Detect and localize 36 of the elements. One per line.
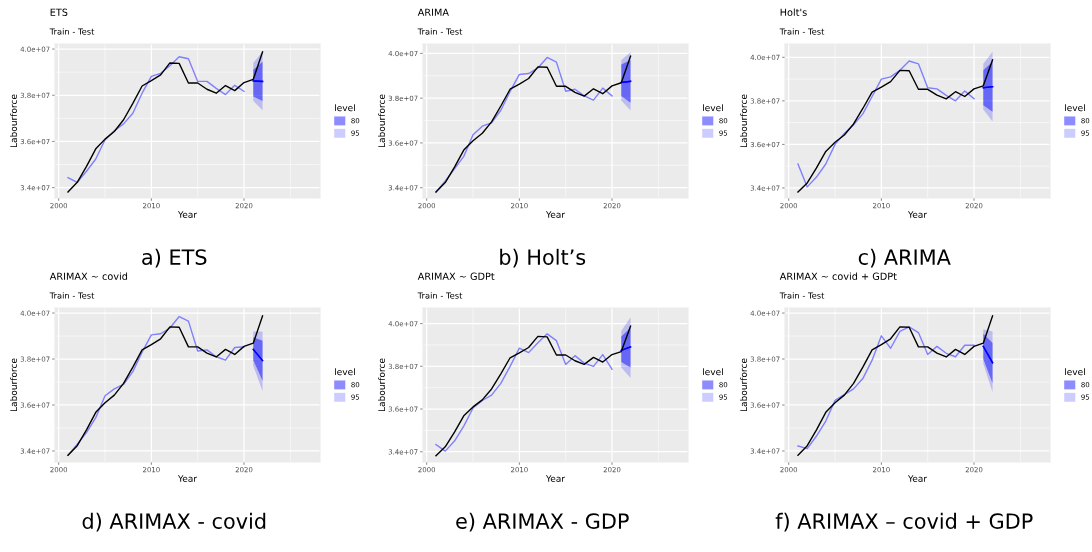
legend-title: level	[335, 368, 355, 376]
x-axis-title: Year	[545, 475, 566, 482]
legend-title: level	[335, 104, 355, 112]
chart-title: ARIMAX ~ covid + GDPt	[779, 272, 897, 280]
text: e) ARIMAX - GDP	[456, 512, 629, 532]
text: c) ARIMA	[858, 248, 951, 268]
legend-title: level	[703, 368, 723, 376]
y-axis-title: Labourforce	[10, 358, 18, 412]
y-axis-title: Labourforce	[10, 94, 18, 148]
legend-title: level	[703, 104, 723, 112]
y-axis-title: Labourforce	[740, 358, 748, 412]
legend-title: level	[1065, 368, 1085, 376]
chart-subtitle: Train - Test	[417, 28, 463, 35]
chart-title: ARIMA	[417, 8, 449, 16]
chart-title: Holt's	[780, 8, 807, 16]
chart-subtitle: Train - Test	[779, 292, 825, 299]
x-axis-title: Year	[907, 475, 928, 482]
chart-subtitle: Train - Test	[779, 28, 825, 35]
x-axis-title: Year	[177, 211, 198, 218]
y-axis-title: Labourforce	[740, 94, 748, 148]
chart-subtitle: Train - Test	[49, 292, 95, 299]
chart-subtitle: Train - Test	[417, 292, 463, 299]
x-axis-title: Year	[907, 211, 928, 218]
y-axis-title: Labourforce	[378, 358, 386, 412]
text: d) ARIMAX - covid	[82, 512, 266, 532]
y-axis-title: Labourforce	[378, 94, 386, 148]
x-axis-title: Year	[177, 475, 198, 482]
chart-subtitle: Train - Test	[49, 28, 95, 35]
text: b) Holt’s	[500, 248, 586, 268]
text: f) ARIMAX – covid + GDP	[775, 512, 1033, 532]
x-axis-title: Year	[545, 211, 566, 218]
text: a) ETS	[142, 248, 207, 268]
legend-title: level	[1065, 104, 1085, 112]
chart-title: ETS	[50, 8, 68, 16]
chart-title: ARIMAX ~ covid	[49, 272, 128, 280]
chart-title: ARIMAX ~ GDPt	[417, 272, 495, 280]
